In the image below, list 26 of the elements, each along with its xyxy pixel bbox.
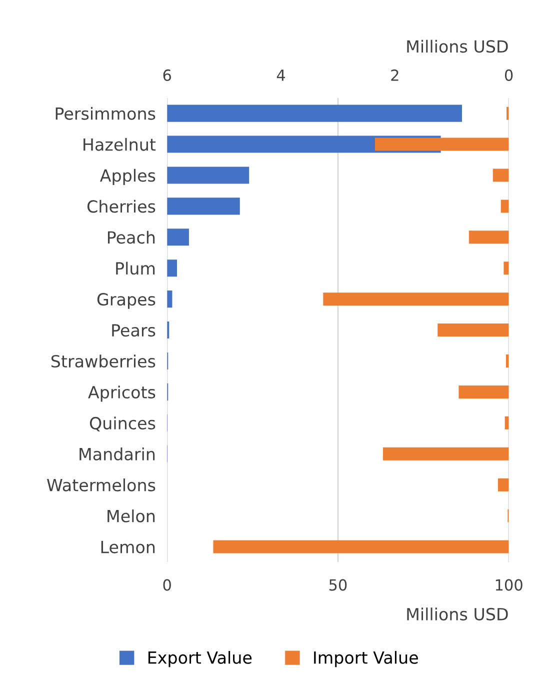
y-tick-label: Hazelnut <box>84 138 156 151</box>
y-tick-label: Cherries <box>87 200 156 213</box>
x2-tick-label: 4 <box>276 70 285 81</box>
y-tick-label: Lemon <box>101 540 155 554</box>
y-tick-label: Mandarin <box>80 448 155 460</box>
y-tick-label: Plum <box>116 262 155 275</box>
x-tick-label: 100 <box>496 579 522 591</box>
y-tick-label: Pears <box>112 324 156 337</box>
x2-tick-label: 0 <box>504 69 513 81</box>
x2-axis-title: Millions USD <box>407 40 508 53</box>
y-tick-label: Watermelons <box>46 478 156 492</box>
y-tick-label: Apples <box>100 168 156 186</box>
y-tick-label: Melon <box>108 509 155 522</box>
y-tick-label: Quinces <box>90 416 156 432</box>
legend-label: Import Value <box>314 650 418 668</box>
x-tick-label: 0 <box>163 579 171 591</box>
x2-tick-label: 2 <box>391 69 398 81</box>
x-axis-title: Millions USD <box>407 608 508 620</box>
y-tick-label: Persimmons <box>56 106 156 120</box>
y-tick-label: Grapes <box>97 293 156 309</box>
legend-label: Export Value <box>148 650 252 668</box>
y-tick-label: Strawberries <box>51 354 156 368</box>
x2-tick-label: 6 <box>163 69 171 81</box>
y-tick-label: Peach <box>108 230 155 244</box>
x-tick-label: 50 <box>329 579 347 591</box>
y-tick-label: Apricots <box>88 386 156 402</box>
